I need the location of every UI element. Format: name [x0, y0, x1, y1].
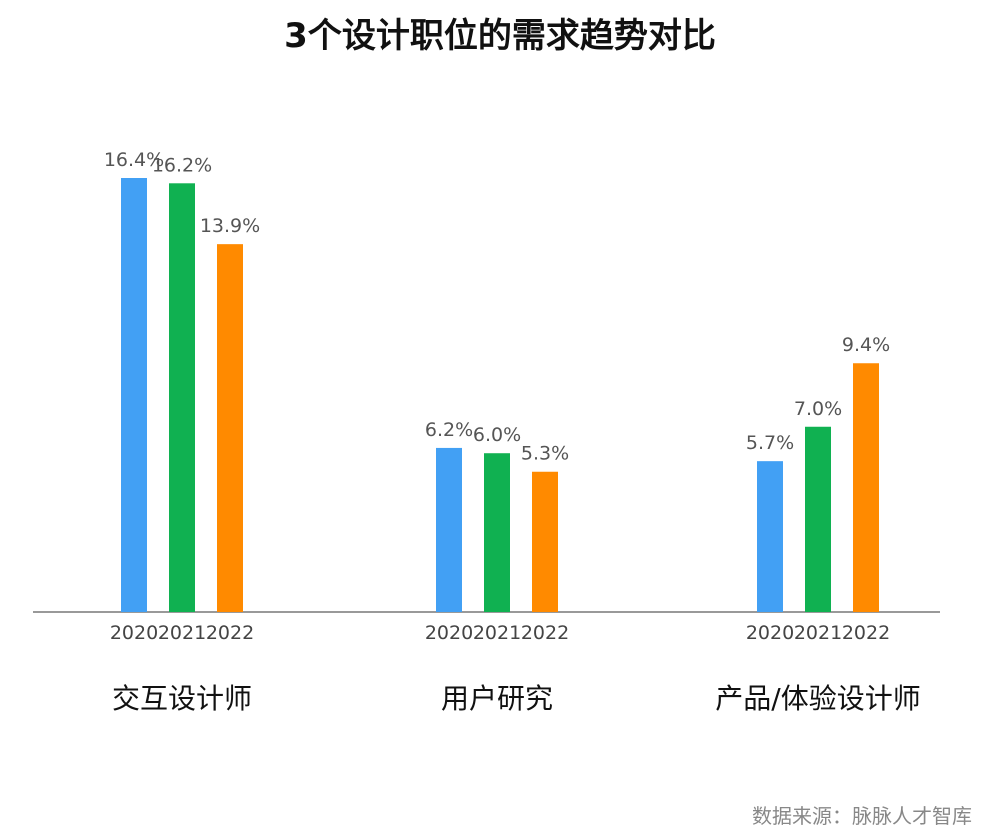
year-tick-label: 2021: [473, 622, 521, 644]
data-label: 5.3%: [521, 443, 569, 465]
data-label: 6.0%: [473, 424, 521, 446]
bar-2021-2: [805, 426, 831, 612]
bar-2020-2: [757, 461, 783, 612]
bar-2022-1: [532, 471, 558, 612]
data-label: 5.7%: [746, 432, 794, 454]
year-tick-label: 2021: [794, 622, 842, 644]
source-note: 数据来源：脉脉人才智库: [752, 804, 972, 828]
bar-2020-1: [436, 447, 462, 612]
data-label: 7.0%: [794, 398, 842, 420]
data-label: 13.9%: [200, 215, 260, 237]
category-label: 用户研究: [441, 682, 553, 715]
data-label: 16.2%: [152, 154, 212, 176]
year-tick-label: 2020: [746, 622, 794, 644]
data-label: 16.4%: [104, 149, 164, 171]
category-label: 产品/体验设计师: [715, 682, 920, 715]
year-tick-label: 2022: [521, 622, 569, 644]
category-label: 交互设计师: [112, 682, 252, 715]
year-tick-label: 2020: [425, 622, 473, 644]
year-tick-label: 2020: [110, 622, 158, 644]
year-tick-label: 2022: [206, 622, 254, 644]
year-tick-label: 2021: [158, 622, 206, 644]
bar-2022-2: [853, 363, 879, 612]
data-label: 9.4%: [842, 334, 890, 356]
data-label: 6.2%: [425, 419, 473, 441]
bar-2020-0: [121, 178, 147, 612]
chart-title: 3个设计职位的需求趋势对比: [284, 16, 716, 56]
bar-2021-1: [484, 453, 510, 612]
year-tick-label: 2022: [842, 622, 890, 644]
bar-2022-0: [217, 244, 243, 612]
bar-2021-0: [169, 183, 195, 613]
